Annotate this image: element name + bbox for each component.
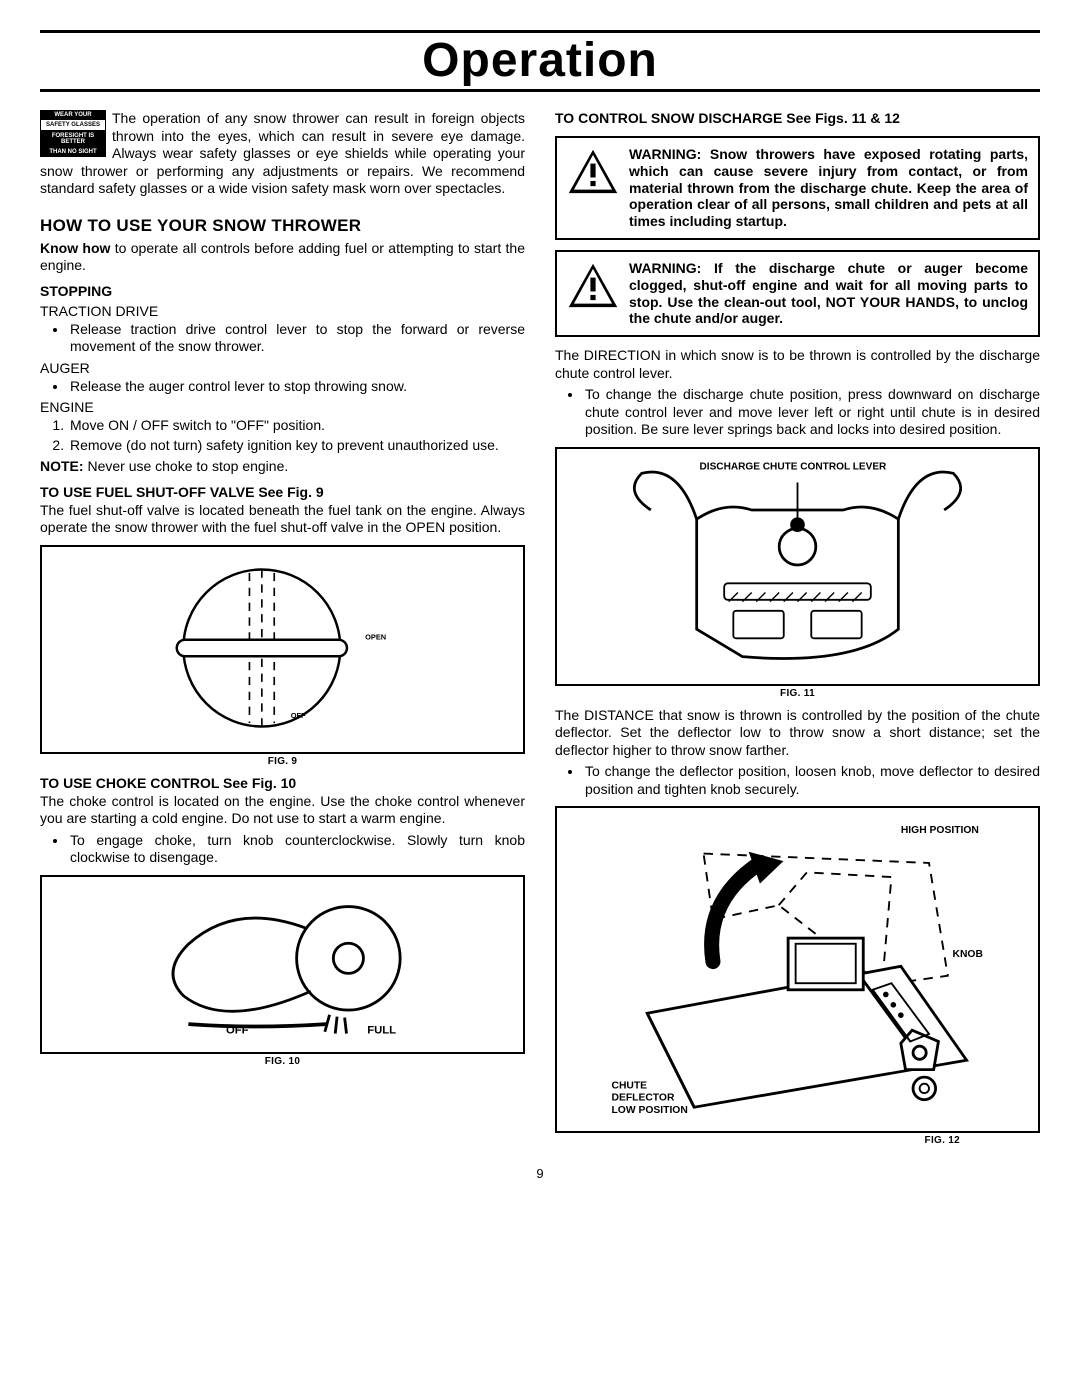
- fig12-high-label: HIGH POSITION: [901, 825, 979, 836]
- note-text: NOTE: Never use choke to stop engine.: [40, 458, 525, 476]
- list-item: To engage choke, turn knob counterclockw…: [68, 832, 525, 867]
- note-prefix: NOTE:: [40, 458, 84, 474]
- direction-list: To change the discharge chute position, …: [555, 386, 1040, 439]
- badge-line-1: WEAR YOUR: [40, 110, 106, 120]
- intro-text: The operation of any snow thrower can re…: [40, 110, 525, 198]
- fuel-heading: TO USE FUEL SHUT-OFF VALVE See Fig. 9: [40, 484, 525, 500]
- stopping-heading: STOPPING: [40, 283, 525, 299]
- fig9-caption: FIG. 9: [40, 756, 525, 767]
- fig9-open-label: OPEN: [365, 632, 386, 641]
- know-how-text: Know how to operate all controls before …: [40, 240, 525, 275]
- page-title: Operation: [40, 37, 1040, 85]
- figure-11: DISCHARGE CHUTE CONTROL LEVER: [555, 447, 1040, 686]
- list-item: Move ON / OFF switch to "OFF" position.: [68, 417, 525, 435]
- safety-glasses-badge: WEAR YOUR SAFETY GLASSES FORESIGHT IS BE…: [40, 110, 106, 157]
- figure-12: HIGH POSITION KNOB: [555, 806, 1040, 1133]
- right-column: TO CONTROL SNOW DISCHARGE See Figs. 11 &…: [555, 110, 1040, 1154]
- fig9-off-label: OFF: [291, 711, 306, 720]
- fig12-low-3: LOW POSITION: [612, 1105, 688, 1116]
- figure-10: OFF FULL: [40, 875, 525, 1054]
- page-number: 9: [40, 1166, 1040, 1181]
- choke-list: To engage choke, turn knob counterclockw…: [40, 832, 525, 867]
- engine-heading: ENGINE: [40, 399, 525, 415]
- fuel-valve-diagram: OPEN OFF: [48, 553, 517, 743]
- rule-top: [40, 30, 1040, 33]
- auger-heading: AUGER: [40, 360, 525, 376]
- fuel-text: The fuel shut-off valve is located benea…: [40, 502, 525, 537]
- badge-line-2: SAFETY GLASSES: [40, 120, 106, 131]
- left-column: WEAR YOUR SAFETY GLASSES FORESIGHT IS BE…: [40, 110, 525, 1154]
- list-item: Release traction drive control lever to …: [68, 321, 525, 356]
- list-item: Release the auger control lever to stop …: [68, 378, 525, 396]
- traction-list: Release traction drive control lever to …: [40, 321, 525, 356]
- fig10-full-label: FULL: [367, 1024, 396, 1036]
- fig10-off-label: OFF: [226, 1024, 249, 1036]
- list-item: Remove (do not turn) safety ignition key…: [68, 437, 525, 455]
- fig12-caption: FIG. 12: [555, 1135, 1040, 1146]
- fig11-label-1: DISCHARGE CHUTE CONTROL LEVER: [699, 461, 887, 472]
- rule-bottom: [40, 89, 1040, 92]
- traction-heading: TRACTION DRIVE: [40, 303, 525, 319]
- deflector-diagram: HIGH POSITION KNOB: [563, 816, 1032, 1126]
- warning-2: WARNING: If the discharge chute or auger…: [555, 250, 1040, 337]
- list-item: To change the discharge chute position, …: [583, 386, 1040, 439]
- auger-list: Release the auger control lever to stop …: [40, 378, 525, 396]
- warning-icon: [567, 262, 619, 309]
- figure-9: OPEN OFF: [40, 545, 525, 754]
- how-to-heading: HOW TO USE YOUR SNOW THROWER: [40, 216, 525, 236]
- note-rest: Never use choke to stop engine.: [87, 458, 288, 474]
- badge-line-3: FORESIGHT IS BETTER: [40, 131, 106, 147]
- badge-line-4: THAN NO SIGHT: [40, 147, 106, 157]
- warning-icon: [567, 148, 619, 195]
- fig12-knob-label: KNOB: [953, 949, 983, 960]
- choke-control-diagram: OFF FULL: [48, 883, 517, 1043]
- warning-1-text: WARNING: Snow throwers have exposed rota…: [629, 146, 1028, 230]
- know-prefix: Know how: [40, 240, 110, 256]
- discharge-lever-diagram: DISCHARGE CHUTE CONTROL LEVER: [563, 455, 1032, 675]
- direction-text: The DIRECTION in which snow is to be thr…: [555, 347, 1040, 382]
- fig12-low-1: CHUTE: [612, 1081, 648, 1092]
- distance-text: The DISTANCE that snow is thrown is cont…: [555, 707, 1040, 760]
- warning-2-text: WARNING: If the discharge chute or auger…: [629, 260, 1028, 327]
- choke-text: The choke control is located on the engi…: [40, 793, 525, 828]
- warning-1: WARNING: Snow throwers have exposed rota…: [555, 136, 1040, 240]
- discharge-heading: TO CONTROL SNOW DISCHARGE See Figs. 11 &…: [555, 110, 1040, 126]
- list-item: To change the deflector position, loosen…: [583, 763, 1040, 798]
- fig12-low-2: DEFLECTOR: [612, 1093, 675, 1104]
- choke-heading: TO USE CHOKE CONTROL See Fig. 10: [40, 775, 525, 791]
- columns: WEAR YOUR SAFETY GLASSES FORESIGHT IS BE…: [40, 110, 1040, 1154]
- know-rest: to operate all controls before adding fu…: [40, 240, 525, 274]
- distance-list: To change the deflector position, loosen…: [555, 763, 1040, 798]
- safety-intro: WEAR YOUR SAFETY GLASSES FORESIGHT IS BE…: [40, 110, 525, 202]
- fig11-caption: FIG. 11: [555, 688, 1040, 699]
- engine-list: Move ON / OFF switch to "OFF" position. …: [40, 417, 525, 454]
- page-root: Operation WEAR YOUR SAFETY GLASSES FORES…: [0, 0, 1080, 1211]
- fig10-caption: FIG. 10: [40, 1056, 525, 1067]
